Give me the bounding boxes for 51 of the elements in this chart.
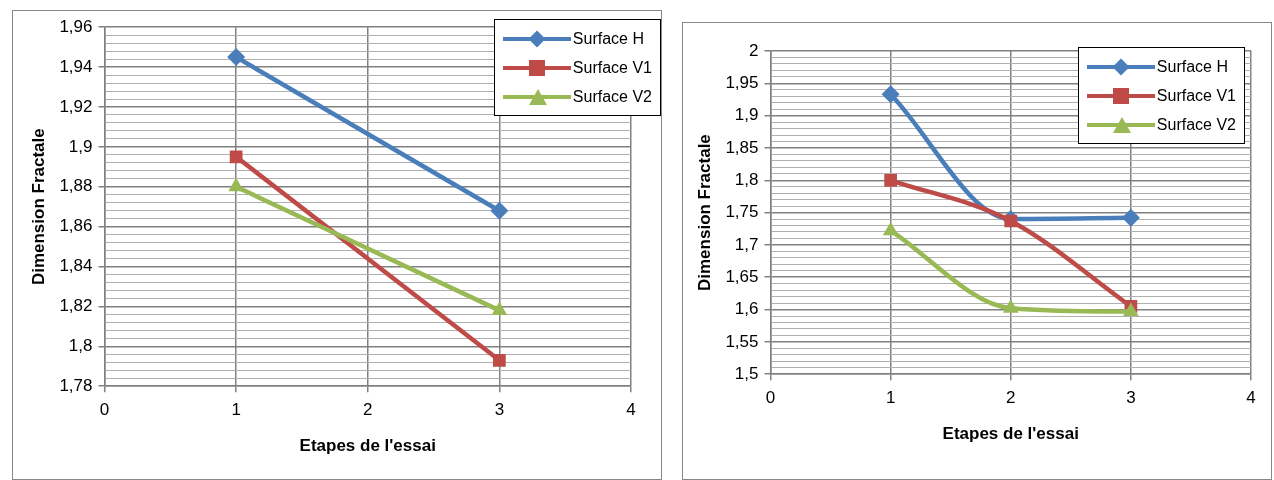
point: [1121, 208, 1140, 227]
x-tick-label: 3: [494, 400, 505, 420]
y-tick-label: 1,86: [59, 216, 93, 236]
legend-label: Surface H: [572, 29, 644, 48]
y-tick-label: 1,85: [725, 137, 759, 157]
y-axis-title: Dimension Fractale: [694, 134, 714, 292]
y-tick-label: 1,95: [725, 73, 759, 93]
legend-label: Surface V1: [572, 58, 652, 77]
point: [1002, 299, 1019, 313]
point: [884, 173, 897, 187]
y-tick-label: 1,94: [59, 56, 93, 76]
y-tick-label: 1,78: [59, 375, 93, 395]
y-tick-label: 1,92: [59, 96, 93, 116]
point: [490, 201, 509, 220]
legend-label: Surface H: [1156, 57, 1228, 76]
point: [882, 221, 899, 236]
point: [227, 48, 246, 67]
y-tick-label: 1,7: [734, 234, 759, 254]
y-tick-label: 1,9: [68, 136, 93, 156]
y-tick-label: 1,75: [725, 202, 759, 222]
y-tick-label: 1,96: [59, 16, 93, 36]
y-tick-label: 1,8: [68, 336, 93, 355]
legend-label: Surface V1: [1156, 86, 1236, 105]
point: [1004, 214, 1018, 228]
y-tick-label: 1,82: [59, 296, 93, 316]
y-tick-label: 1,88: [59, 176, 93, 196]
x-tick-label: 3: [1126, 388, 1136, 408]
x-tick-label: 1: [885, 388, 896, 408]
x-axis-title: Etapes de l'essai: [299, 436, 436, 456]
legend-label: Surface V2: [572, 87, 652, 106]
point: [881, 85, 900, 104]
point: [229, 150, 243, 164]
y-tick-label: 1,84: [59, 256, 93, 276]
legend-label: Surface V2: [1156, 115, 1236, 134]
y-axis-title: Dimension Fractale: [28, 128, 48, 286]
y-tick-label: 1,8: [734, 169, 759, 189]
x-tick-label: 0: [99, 400, 110, 420]
y-tick-label: 2: [749, 40, 759, 60]
x-tick-label: 4: [1246, 388, 1256, 408]
x-tick-label: 0: [765, 388, 776, 408]
y-tick-label: 1,9: [734, 105, 759, 125]
y-tick-label: 1,65: [725, 266, 759, 286]
point: [493, 353, 506, 367]
x-axis-title: Etapes de l'essai: [942, 424, 1079, 444]
x-tick-label: 2: [363, 400, 373, 420]
y-tick-label: 1,5: [734, 363, 759, 383]
x-tick-label: 1: [231, 400, 241, 420]
y-tick-label: 1,55: [725, 331, 759, 351]
y-tick-label: 1,6: [734, 299, 759, 319]
x-tick-label: 4: [626, 400, 636, 420]
x-tick-label: 2: [1006, 388, 1016, 408]
